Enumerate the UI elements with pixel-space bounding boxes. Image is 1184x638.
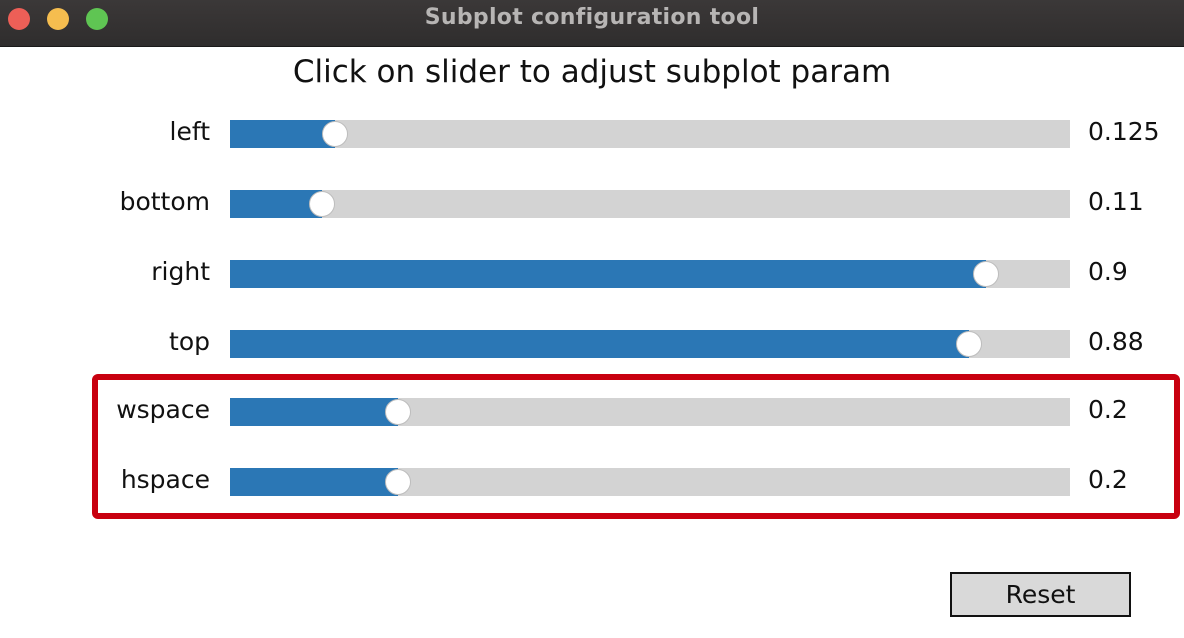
slider-fill-wspace [230, 398, 398, 426]
close-window-button[interactable] [8, 8, 30, 30]
slider-row-bottom: bottom 0.11 [0, 187, 1184, 219]
slider-label-top: top [169, 327, 210, 356]
slider-row-top: top 0.88 [0, 327, 1184, 359]
slider-fill-bottom [230, 190, 322, 218]
slider-track-top[interactable] [230, 330, 1070, 358]
slider-value-top: 0.88 [1088, 327, 1144, 356]
slider-row-right: right 0.9 [0, 257, 1184, 289]
instruction-heading: Click on slider to adjust subplot param [292, 54, 892, 90]
slider-fill-right [230, 260, 986, 288]
slider-track-right[interactable] [230, 260, 1070, 288]
slider-handle-top[interactable] [956, 331, 982, 357]
slider-fill-hspace [230, 468, 398, 496]
slider-handle-right[interactable] [973, 261, 999, 287]
slider-value-wspace: 0.2 [1088, 395, 1128, 424]
zoom-window-button[interactable] [86, 8, 108, 30]
slider-label-hspace: hspace [120, 465, 210, 494]
slider-fill-left [230, 120, 335, 148]
slider-handle-left[interactable] [322, 121, 348, 147]
slider-row-hspace: hspace 0.2 [0, 465, 1184, 497]
slider-handle-bottom[interactable] [309, 191, 335, 217]
slider-label-wspace: wspace [116, 395, 210, 424]
slider-value-bottom: 0.11 [1088, 187, 1144, 216]
slider-track-left[interactable] [230, 120, 1070, 148]
highlight-annotation-box [92, 374, 1180, 519]
slider-label-bottom: bottom [119, 187, 210, 216]
slider-handle-wspace[interactable] [385, 399, 411, 425]
minimize-window-button[interactable] [47, 8, 69, 30]
window-title: Subplot configuration tool [424, 5, 760, 30]
slider-value-right: 0.9 [1088, 257, 1128, 286]
slider-value-left: 0.125 [1088, 117, 1160, 146]
slider-track-wspace[interactable] [230, 398, 1070, 426]
slider-row-wspace: wspace 0.2 [0, 395, 1184, 427]
slider-label-left: left [169, 117, 211, 146]
slider-track-hspace[interactable] [230, 468, 1070, 496]
slider-track-bottom[interactable] [230, 190, 1070, 218]
title-bar: Subplot configuration tool [0, 0, 1184, 47]
slider-row-left: left 0.125 [0, 117, 1184, 149]
slider-handle-hspace[interactable] [385, 469, 411, 495]
slider-label-right: right [151, 257, 210, 286]
slider-fill-top [230, 330, 969, 358]
slider-value-hspace: 0.2 [1088, 465, 1128, 494]
reset-button[interactable]: Reset [950, 572, 1131, 617]
